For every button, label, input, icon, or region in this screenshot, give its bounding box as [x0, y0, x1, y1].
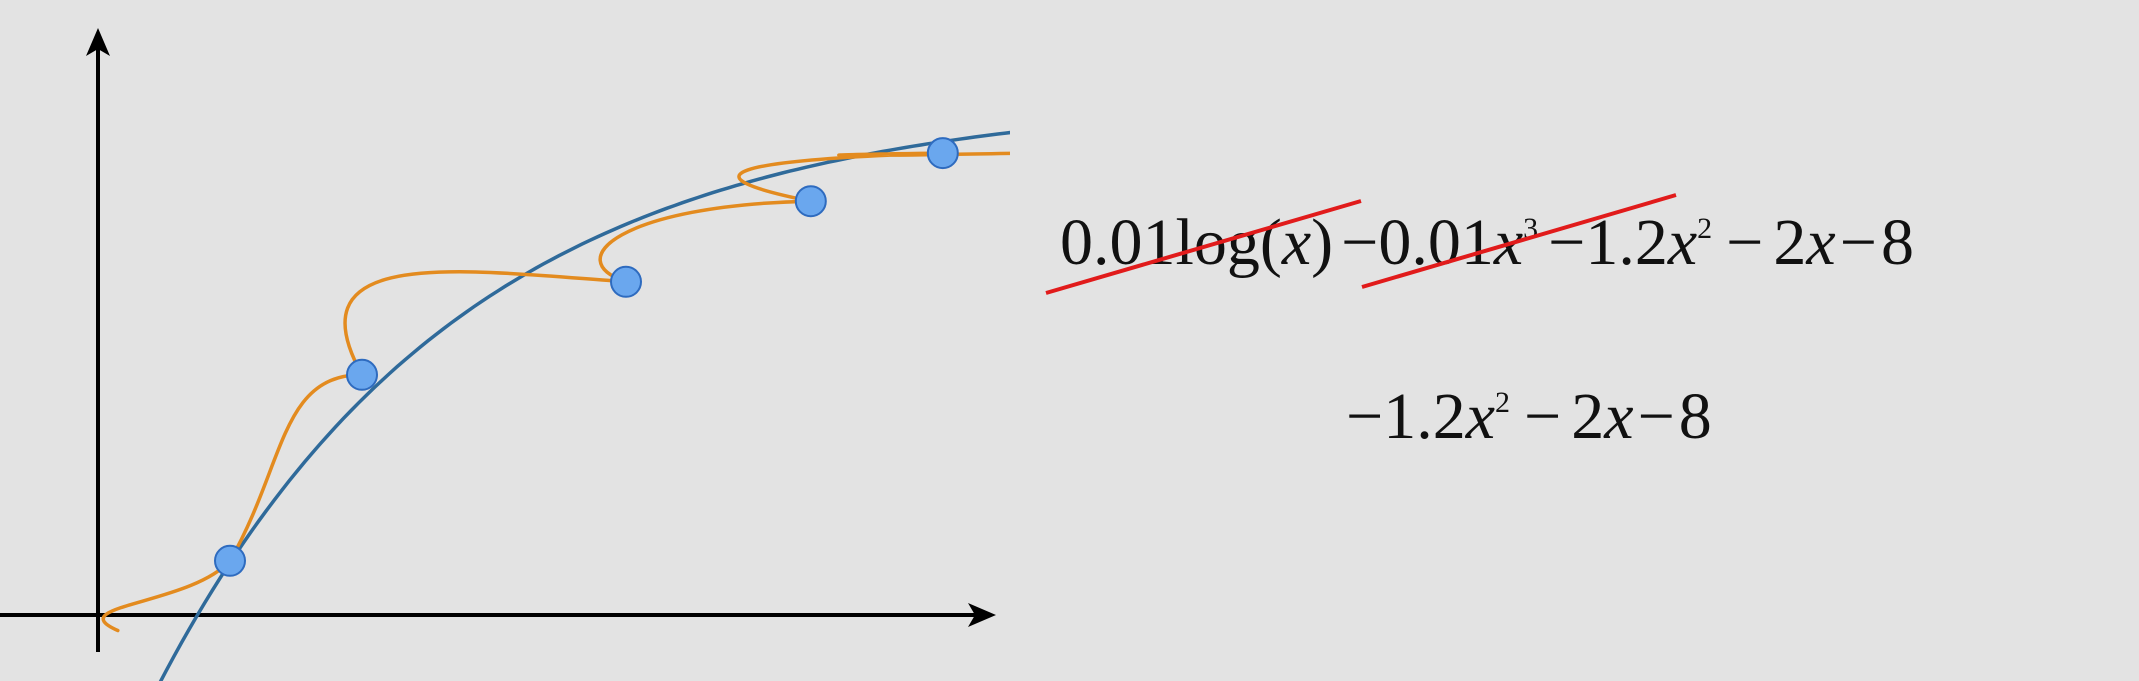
full-polynomial-equation: 0.01log(x)−0.01x3−1.2x2−2x−8: [1060, 206, 1914, 279]
x-axis-arrowhead: [968, 603, 996, 627]
y-axis: [86, 28, 110, 652]
linear-term-variable: x: [1805, 206, 1835, 279]
fit-plot: [0, 28, 1010, 681]
minus-sign: −: [1638, 380, 1675, 453]
linear-term-coefficient: 2: [1571, 380, 1604, 453]
data-point: [926, 137, 959, 170]
log-term-coefficient: 0.01: [1060, 206, 1176, 279]
quadratic-term-variable: x: [1465, 380, 1495, 453]
data-point: [214, 544, 246, 577]
minus-sign: −: [1548, 206, 1585, 279]
minus-sign: −: [1341, 206, 1378, 279]
minus-sign: −: [1840, 206, 1877, 279]
strike-lines: [1045, 193, 1677, 295]
quadratic-term-exponent: 2: [1495, 386, 1510, 419]
constant-term: 8: [1881, 206, 1914, 279]
log-close-paren: ): [1311, 206, 1333, 279]
data-point: [794, 185, 827, 218]
reduced-polynomial-equation: −1.2x2−2x−8: [1346, 380, 1712, 453]
x-axis: [0, 603, 996, 627]
constant-term: 8: [1679, 380, 1712, 453]
minus-sign: −: [1524, 380, 1561, 453]
data-point: [346, 358, 378, 391]
data-points: [214, 137, 959, 577]
svg-text:0.01log(x)−0.01x3−1.2x2−2x−8: 0.01log(x)−0.01x3−1.2x2−2x−8: [1060, 206, 1914, 279]
simple-fit-curve: [158, 130, 1010, 681]
strike-line-cubic-term: [1361, 193, 1677, 289]
linear-term-coefficient: 2: [1773, 206, 1806, 279]
log-open-paren: (: [1260, 206, 1282, 279]
quadratic-term-exponent: 2: [1697, 212, 1712, 245]
cubic-term-coefficient: 0.01: [1378, 206, 1494, 279]
svg-text:−1.2x2−2x−8: −1.2x2−2x−8: [1346, 380, 1712, 453]
linear-term-variable: x: [1603, 380, 1633, 453]
quadratic-term-coefficient: 1.2: [1383, 380, 1466, 453]
strike-line-log-term: [1045, 199, 1362, 295]
minus-sign: −: [1726, 206, 1763, 279]
minus-sign: −: [1346, 380, 1383, 453]
quadratic-term-variable: x: [1667, 206, 1697, 279]
y-axis-arrowhead: [86, 28, 110, 56]
data-point: [610, 265, 642, 298]
